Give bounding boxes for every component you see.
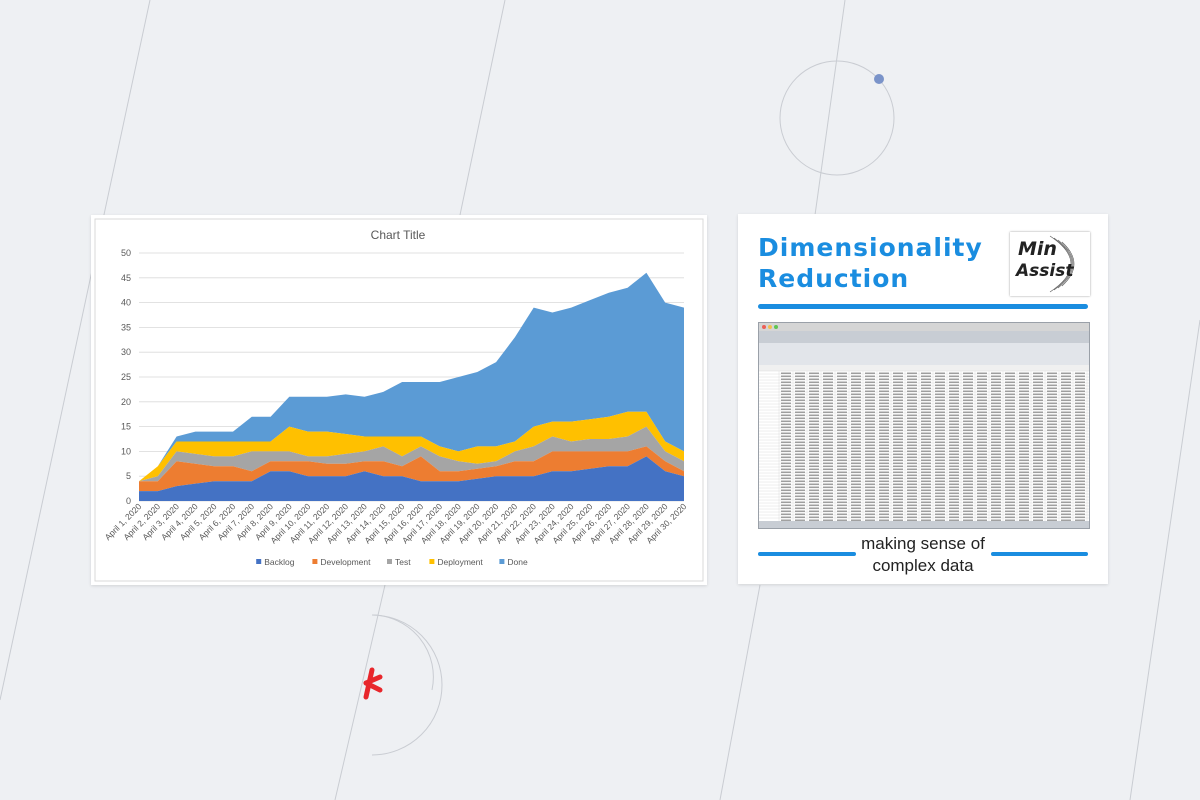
book-cover-card: Dimensionality Reduction Min Assist: [738, 214, 1108, 584]
tagline-bar-left: [758, 552, 856, 556]
logo-text-min: Min: [1018, 238, 1057, 260]
logo-text-assist: Assist: [1016, 261, 1074, 281]
legend-swatch: [499, 559, 505, 564]
y-tick-label: 0: [126, 496, 131, 506]
title-underline: [758, 304, 1088, 309]
area-backlog: [139, 456, 684, 501]
legend-swatch: [256, 559, 262, 564]
chart-card: Chart Title 0 5 10 15 20 25 30 35 40 45 50 April 1…: [91, 215, 707, 585]
y-tick-label: 50: [121, 248, 131, 258]
y-tick-label: 20: [121, 397, 131, 407]
tagline-line1: making sense of: [861, 534, 985, 553]
book-title-line2: Reduction: [758, 264, 910, 293]
legend-label: Deployment: [437, 557, 483, 567]
y-tick-label: 25: [121, 372, 131, 382]
legend-label: Test: [395, 557, 411, 567]
y-tick-label: 15: [121, 422, 131, 432]
legend-label: Done: [507, 557, 528, 567]
logo-arc-icon: [1049, 235, 1075, 293]
minassist-logo: Min Assist: [1010, 232, 1090, 296]
legend: Backlog Development Test Deployment Done: [256, 557, 528, 567]
y-tick-label: 30: [121, 347, 131, 357]
area-done: [139, 272, 684, 482]
book-title: Dimensionality Reduction: [758, 232, 983, 294]
legend-swatch: [429, 559, 435, 564]
area-development: [139, 446, 684, 492]
y-tick-label: 10: [121, 446, 131, 456]
book-title-line1: Dimensionality: [758, 233, 983, 262]
y-tick-label: 5: [126, 471, 131, 481]
area-series: [139, 272, 684, 501]
spreadsheet-image: [759, 323, 1089, 528]
area-deployment: [139, 411, 684, 482]
tagline-line2: complex data: [872, 556, 974, 575]
legend-label: Development: [320, 557, 371, 567]
tagline-bar-right: [991, 552, 1088, 556]
legend-swatch: [387, 559, 392, 564]
y-tick-label: 40: [121, 298, 131, 308]
legend-label: Backlog: [264, 557, 295, 567]
legend-swatch: [312, 559, 318, 564]
dot-icon: [874, 74, 884, 84]
asterisk-icon: [363, 667, 383, 700]
spreadsheet-screenshot: [758, 322, 1090, 529]
chart-border: [94, 218, 704, 582]
chart-title: Chart Title: [371, 228, 426, 242]
y-axis-ticks: 0 5 10 15 20 25 30 35 40 45 50: [121, 248, 131, 506]
y-tick-label: 45: [121, 273, 131, 283]
area-chart: Chart Title 0 5 10 15 20 25 30 35 40 45 50 April 1…: [94, 218, 704, 582]
y-tick-label: 35: [121, 322, 131, 332]
area-test: [139, 426, 684, 482]
